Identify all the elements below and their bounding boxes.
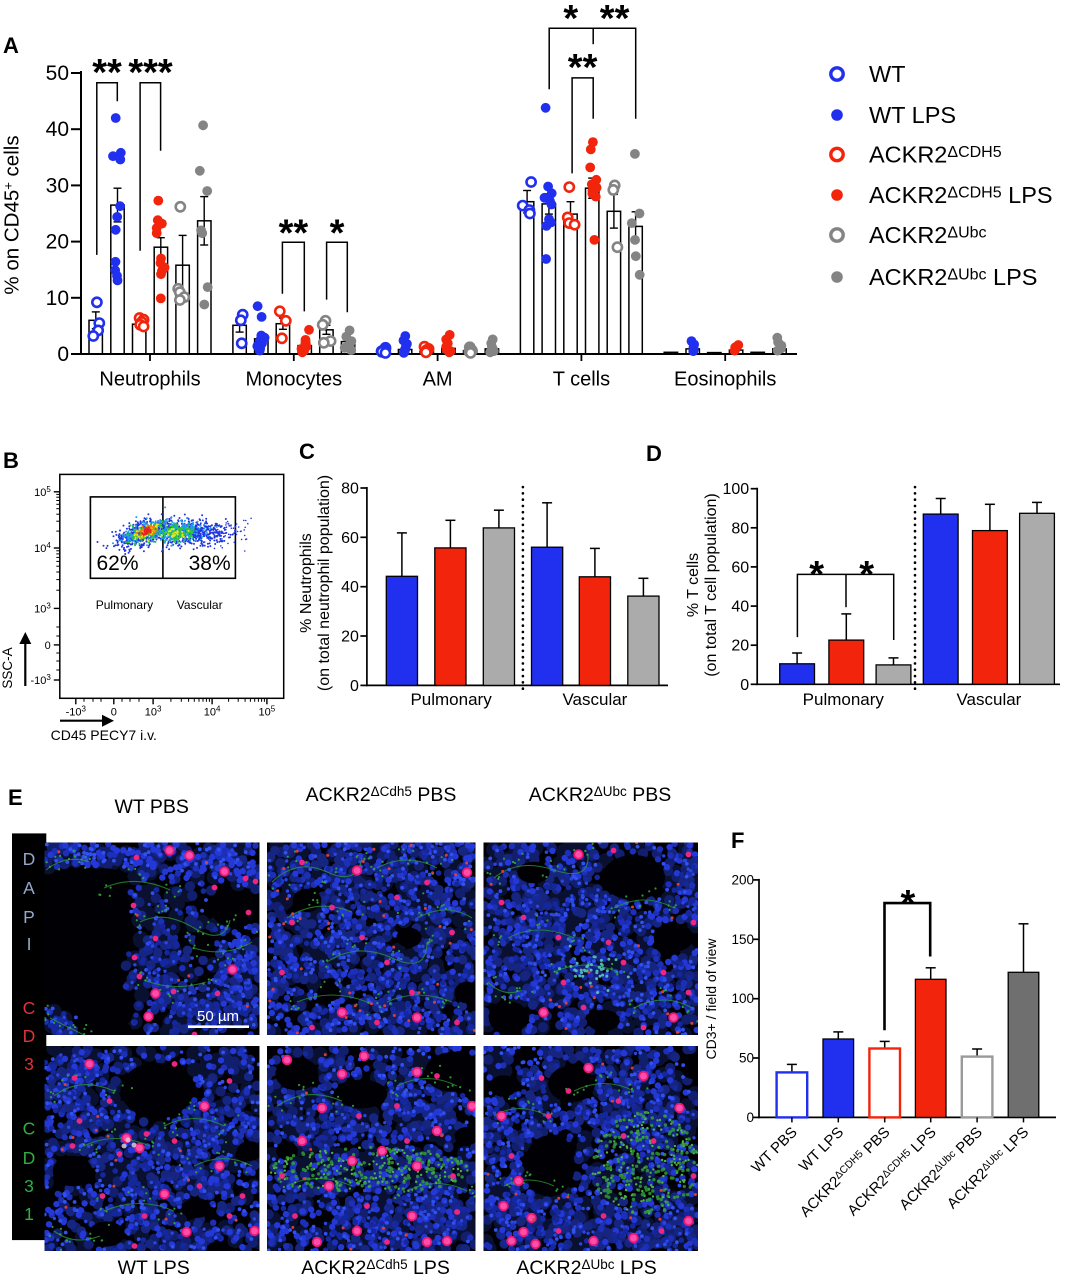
svg-text:F: F xyxy=(731,828,744,853)
svg-text:WT PBS: WT PBS xyxy=(114,796,188,818)
svg-text:38%: 38% xyxy=(189,552,231,575)
svg-text:T cells: T cells xyxy=(553,369,610,391)
svg-text:-103: -103 xyxy=(66,704,87,718)
svg-text:C: C xyxy=(23,998,36,1018)
svg-text:D: D xyxy=(23,1148,36,1168)
svg-text:Pulmonary: Pulmonary xyxy=(410,690,492,709)
svg-text:0: 0 xyxy=(746,1110,754,1125)
svg-text:D: D xyxy=(646,441,662,466)
svg-text:A: A xyxy=(23,878,35,898)
svg-text:AM: AM xyxy=(423,369,453,391)
svg-text:Vascular: Vascular xyxy=(177,598,223,612)
svg-text:30: 30 xyxy=(46,174,69,197)
svg-text:A: A xyxy=(3,33,19,58)
svg-text:Vascular: Vascular xyxy=(956,690,1021,709)
svg-text:0: 0 xyxy=(111,706,117,718)
svg-text:1: 1 xyxy=(24,1204,34,1224)
svg-text:Pulmonary: Pulmonary xyxy=(96,598,153,612)
svg-text:40: 40 xyxy=(731,599,749,616)
svg-text:ACKR2ΔCdh5 PBS: ACKR2ΔCdh5 PBS xyxy=(306,784,457,806)
svg-text:62%: 62% xyxy=(97,552,139,575)
svg-text:**: ** xyxy=(568,47,598,89)
svg-text:D: D xyxy=(23,849,36,869)
svg-text:ACKR2ΔCdh5 LPS: ACKR2ΔCdh5 LPS xyxy=(301,1257,450,1279)
svg-text:100: 100 xyxy=(722,481,749,498)
svg-text:40: 40 xyxy=(341,579,359,596)
svg-text:80: 80 xyxy=(341,481,359,498)
svg-text:80: 80 xyxy=(731,520,749,537)
svg-text:(on total T cell population): (on total T cell population) xyxy=(703,493,720,677)
svg-text:*: * xyxy=(809,554,824,596)
svg-text:SSC-A: SSC-A xyxy=(0,647,15,688)
svg-text:100: 100 xyxy=(731,991,754,1006)
svg-text:60: 60 xyxy=(731,559,749,576)
svg-text:Pulmonary: Pulmonary xyxy=(803,690,885,709)
svg-text:*: * xyxy=(901,883,916,925)
svg-text:40: 40 xyxy=(46,118,69,141)
svg-text:0: 0 xyxy=(350,678,359,695)
svg-text:*: * xyxy=(859,554,874,596)
svg-text:0: 0 xyxy=(740,677,749,694)
svg-text:-103: -103 xyxy=(30,673,51,687)
svg-text:*: * xyxy=(330,213,345,255)
svg-text:**: ** xyxy=(279,213,309,255)
svg-text:% T cells: % T cells xyxy=(685,553,702,617)
svg-text:CD45 PECY7 i.v.: CD45 PECY7 i.v. xyxy=(51,727,157,743)
svg-text:10: 10 xyxy=(46,287,69,310)
svg-text:3: 3 xyxy=(24,1054,34,1074)
svg-text:20: 20 xyxy=(341,629,359,646)
svg-text:200: 200 xyxy=(731,872,754,887)
svg-text:E: E xyxy=(8,785,23,810)
svg-text:I: I xyxy=(27,934,32,954)
svg-text:Eosinophils: Eosinophils xyxy=(674,369,776,391)
svg-text:**: ** xyxy=(92,52,122,94)
svg-text:Monocytes: Monocytes xyxy=(245,369,342,391)
svg-text:ACKR2ΔCDH5: ACKR2ΔCDH5 xyxy=(869,142,1002,168)
svg-text:20: 20 xyxy=(46,231,69,254)
svg-text:WT LPS: WT LPS xyxy=(869,102,956,128)
svg-text:B: B xyxy=(3,448,19,473)
svg-text:3: 3 xyxy=(24,1176,34,1196)
svg-text:0: 0 xyxy=(45,640,51,652)
svg-text:60: 60 xyxy=(341,530,359,547)
svg-text:0: 0 xyxy=(57,343,69,366)
svg-text:D: D xyxy=(23,1026,36,1046)
svg-text:*: * xyxy=(563,0,578,40)
svg-text:CD3+ / field of view: CD3+ / field of view xyxy=(703,938,719,1060)
svg-text:(on total neutrophil populatio: (on total neutrophil population) xyxy=(316,475,333,691)
svg-text:WT LPS: WT LPS xyxy=(118,1257,190,1279)
svg-text:50: 50 xyxy=(46,62,69,85)
svg-text:Vascular: Vascular xyxy=(562,690,627,709)
svg-text:20: 20 xyxy=(731,638,749,655)
svg-text:ACKR2ΔUbc PBS: ACKR2ΔUbc PBS xyxy=(529,784,672,806)
svg-text:WT: WT xyxy=(869,61,906,87)
svg-text:% Neutrophils: % Neutrophils xyxy=(298,533,315,633)
svg-text:C: C xyxy=(299,439,315,464)
svg-text:P: P xyxy=(23,907,35,927)
svg-text:**: ** xyxy=(600,0,630,40)
svg-text:50 µm: 50 µm xyxy=(197,1008,239,1025)
svg-text:150: 150 xyxy=(731,932,754,947)
svg-text:***: *** xyxy=(128,52,173,94)
svg-text:% on CD45+ cells: % on CD45+ cells xyxy=(1,135,24,294)
svg-text:50: 50 xyxy=(739,1051,754,1066)
svg-text:ACKR2ΔUbc LPS: ACKR2ΔUbc LPS xyxy=(516,1257,656,1279)
svg-text:C: C xyxy=(23,1119,36,1139)
svg-text:Neutrophils: Neutrophils xyxy=(99,369,200,391)
